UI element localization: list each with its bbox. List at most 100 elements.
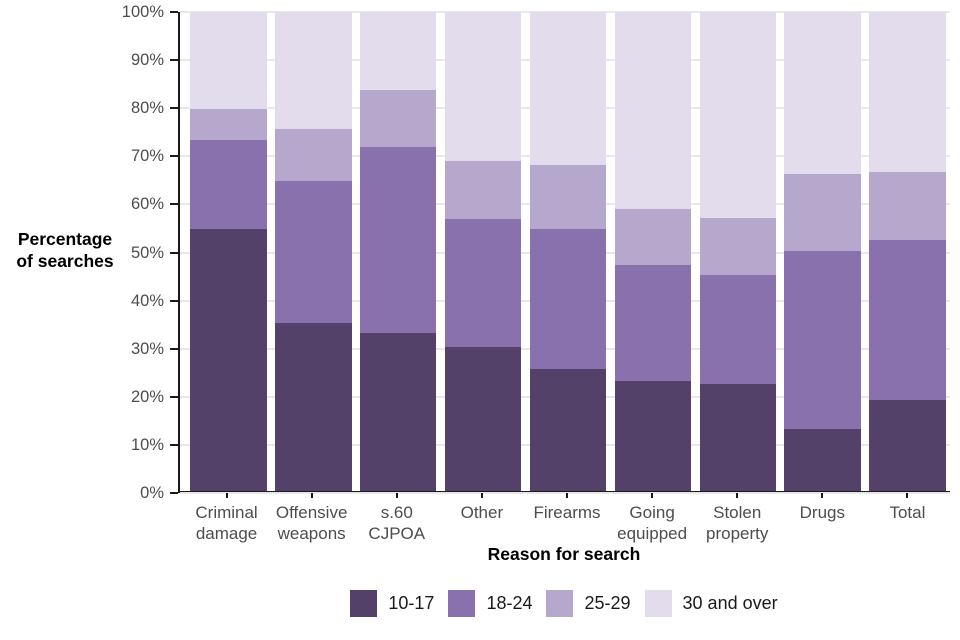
x-tick-mark	[651, 493, 654, 498]
y-tick-mark	[170, 155, 178, 158]
bars-layer	[186, 12, 950, 491]
y-tick-label: 60%	[130, 195, 164, 214]
bar-segment-25-29	[275, 129, 352, 181]
bar-segment-18-24	[614, 265, 692, 381]
x-tick-label-drugs: Drugs	[799, 503, 845, 522]
legend-item-30-and-over: 30 and over	[644, 590, 778, 617]
y-tick-mark	[170, 11, 178, 13]
y-tick-mark	[170, 443, 178, 446]
y-tick-label: 90%	[130, 51, 164, 70]
x-tick-label-stolen-property: Stolen property	[706, 503, 769, 543]
y-tick-label: 20%	[130, 387, 164, 406]
x-tick-label-total: Total	[889, 503, 926, 522]
bar-segment-25-29	[614, 209, 692, 266]
y-tick-mark	[170, 395, 178, 398]
bar-column-s-60-cjpoa	[356, 12, 441, 491]
legend-label-10-17: 10-17	[388, 593, 435, 613]
x-tick-mark	[566, 493, 568, 498]
bar-segment-25-29	[699, 217, 776, 276]
x-tick-mark	[736, 493, 739, 498]
legend-item-25-29: 25-29	[546, 590, 631, 617]
bar-segment-10-17	[190, 229, 267, 491]
bar-segment-10-17	[529, 369, 607, 491]
bar-segment-18-24	[190, 140, 267, 230]
y-tick-mark	[170, 59, 178, 62]
bar-segment-25-29	[444, 161, 522, 219]
x-tick-label-firearms: Firearms	[533, 503, 601, 522]
x-tick-label-offensive-weapons: Offensive weapons	[275, 503, 348, 543]
bar-segment-18-24	[275, 180, 352, 324]
y-tick-mark	[170, 107, 178, 110]
y-tick-mark	[170, 299, 178, 302]
bar-segment-30-and-over	[784, 12, 861, 175]
bar-criminal-damage	[190, 12, 267, 491]
bar-segment-30-and-over	[529, 12, 607, 166]
bar-segment-25-29	[360, 90, 437, 148]
bar-stolen-property	[699, 12, 776, 491]
bar-column-firearms	[526, 12, 611, 491]
x-tick-mark	[480, 493, 483, 498]
x-tick-mark	[225, 493, 228, 498]
bar-column-total	[865, 12, 950, 491]
y-tick-mark	[170, 492, 178, 494]
bar-segment-10-17	[699, 384, 776, 491]
x-tick-mark	[821, 493, 824, 498]
y-tick-mark	[170, 251, 178, 254]
x-axis-title: Reason for search	[487, 544, 641, 564]
bar-segment-30-and-over	[614, 12, 692, 210]
y-tick-label: 80%	[130, 99, 164, 118]
legend-swatch-25-29	[546, 590, 574, 617]
y-tick-mark	[170, 347, 178, 350]
gridline-0	[180, 492, 950, 494]
x-tick-mark	[310, 493, 313, 498]
y-axis-title: Percentage of searches	[16, 229, 114, 271]
bar-column-going-equipped	[610, 12, 695, 491]
y-tick-label: 10%	[130, 435, 164, 454]
bar-going-equipped	[614, 12, 692, 491]
bar-firearms	[529, 12, 607, 491]
y-tick-mark	[170, 203, 178, 206]
legend-label-30-and-over: 30 and over	[682, 593, 778, 613]
bar-column-other	[441, 12, 526, 491]
plot-area	[178, 11, 950, 494]
bar-segment-30-and-over	[869, 12, 946, 173]
bar-s-60-cjpoa	[360, 12, 437, 491]
x-tick-mark	[395, 493, 398, 498]
bar-segment-25-29	[529, 165, 607, 229]
legend: 10-17 18-24 25-29 30 and over	[178, 590, 950, 617]
y-tick-label: 50%	[130, 243, 164, 262]
bar-column-criminal-damage	[186, 12, 271, 491]
y-tick-label: 40%	[130, 291, 164, 310]
bar-segment-25-29	[869, 172, 946, 240]
y-tick-label: 70%	[130, 147, 164, 166]
bar-segment-18-24	[784, 250, 861, 430]
bar-segment-18-24	[869, 239, 946, 400]
y-tick-label: 100%	[121, 3, 164, 21]
x-tick-mark	[906, 493, 909, 498]
legend-swatch-18-24	[448, 590, 476, 617]
bar-other	[444, 12, 522, 491]
bar-segment-10-17	[869, 399, 946, 491]
bar-segment-10-17	[275, 323, 352, 491]
legend-item-18-24: 18-24	[448, 590, 532, 617]
bar-segment-30-and-over	[360, 12, 437, 91]
bar-segment-25-29	[190, 108, 267, 141]
bar-total	[869, 12, 946, 491]
bar-column-drugs	[780, 12, 865, 491]
bar-segment-10-17	[444, 347, 522, 491]
bar-column-stolen-property	[695, 12, 780, 491]
bar-segment-18-24	[360, 147, 437, 333]
bar-segment-18-24	[699, 275, 776, 385]
legend-label-18-24: 18-24	[486, 593, 533, 613]
bar-offensive-weapons	[275, 12, 352, 491]
bar-segment-30-and-over	[190, 12, 267, 109]
bar-segment-18-24	[529, 228, 607, 370]
bar-segment-30-and-over	[444, 12, 522, 162]
bar-drugs	[784, 12, 861, 491]
legend-swatch-30-and-over	[644, 590, 672, 617]
bar-segment-30-and-over	[275, 12, 352, 130]
legend-item-10-17: 10-17	[350, 590, 434, 617]
bar-segment-25-29	[784, 174, 861, 251]
x-tick-label-other: Other	[460, 503, 504, 522]
